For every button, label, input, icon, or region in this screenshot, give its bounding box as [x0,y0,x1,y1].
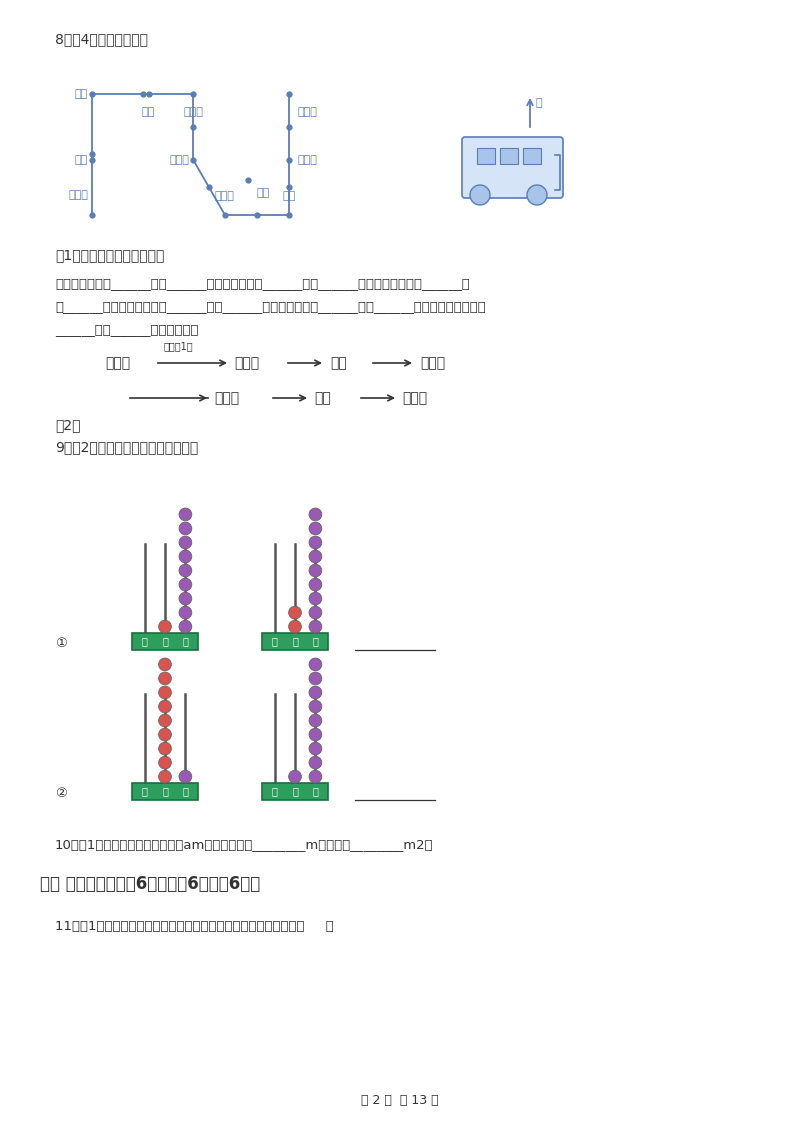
Circle shape [158,686,171,698]
Text: 百: 百 [142,636,147,646]
Text: 商城: 商城 [282,191,296,201]
Bar [262,783,328,800]
Circle shape [309,564,322,577]
Circle shape [309,537,322,549]
Text: 图书馆: 图书馆 [420,355,445,370]
Text: 百: 百 [272,636,278,646]
Circle shape [158,770,171,783]
Text: 火车站: 火车站 [105,355,130,370]
FancyBboxPatch shape [462,137,563,198]
Circle shape [158,620,171,633]
Circle shape [158,728,171,741]
Circle shape [309,508,322,521]
Text: 电影院: 电影院 [297,155,317,165]
Circle shape [527,185,547,205]
Text: 体育馆: 体育馆 [214,391,239,405]
Text: 广场: 广场 [256,188,270,198]
Text: ①: ① [55,637,67,650]
Circle shape [309,620,322,633]
Circle shape [309,700,322,713]
Circle shape [179,592,192,604]
Text: 银行: 银行 [314,391,330,405]
Circle shape [470,185,490,205]
Bar [523,148,541,164]
Text: 二、 我会判断．（共6分）（共6题；共6分）: 二、 我会判断．（共6分）（共6题；共6分） [40,875,260,893]
Bar [262,633,328,650]
Circle shape [179,508,192,521]
Text: 北: 北 [535,98,542,108]
Text: 图书馆: 图书馆 [214,191,234,201]
Circle shape [309,756,322,769]
Bar [132,633,198,650]
Bar [477,148,495,164]
Text: 第 2 页  共 13 页: 第 2 页 共 13 页 [361,1094,439,1106]
Text: 体育馆: 体育馆 [183,106,203,117]
Circle shape [179,578,192,591]
Circle shape [309,592,322,604]
Text: 驶______站到图书馆，再向______行驶______到商城，然后向______行驶______站到电影院，最后向: 驶______站到图书馆，再向______行驶______到商城，然后向____… [55,300,486,314]
Circle shape [309,686,322,698]
Text: 十: 十 [162,636,168,646]
Circle shape [309,770,322,783]
Circle shape [158,672,171,685]
Text: 十: 十 [162,787,168,797]
Circle shape [179,522,192,534]
Text: 个: 个 [313,787,318,797]
Text: 个: 个 [182,636,188,646]
Text: 火车站: 火车站 [297,106,317,117]
Text: ______行驶______站到火车站。: ______行驶______站到火车站。 [55,323,198,336]
Text: 11．（1分）如图，老鼠在蛇的西北方向，蛇在老鼠的东南方向。（     ）: 11．（1分）如图，老鼠在蛇的西北方向，蛇在老鼠的东南方向。（ ） [55,920,334,933]
Circle shape [179,550,192,563]
Text: 百: 百 [142,787,147,797]
Text: 文化路: 文化路 [170,155,190,165]
Circle shape [309,550,322,563]
Circle shape [158,700,171,713]
Circle shape [158,756,171,769]
Text: 银行: 银行 [75,88,88,98]
Text: 10．（1分）一个正方形，边长是am，它的周长是________m，面积是________m2。: 10．（1分）一个正方形，边长是am，它的周长是________m，面积是___… [55,838,434,851]
Text: 动物园: 动物园 [402,391,427,405]
Circle shape [179,620,192,633]
Circle shape [179,607,192,619]
Text: 从动物园出发向______行驶______站到银行，再向______行驶______站到体育馆，再向______行: 从动物园出发向______行驶______站到银行，再向______行驶____… [55,277,470,290]
Circle shape [179,770,192,783]
Text: 公园: 公园 [142,106,155,117]
Text: 个: 个 [313,636,318,646]
Circle shape [158,714,171,727]
Circle shape [179,564,192,577]
Text: 十: 十 [292,787,298,797]
Bar [132,783,198,800]
Circle shape [158,743,171,755]
Circle shape [309,522,322,534]
Circle shape [289,620,302,633]
Text: ②: ② [55,787,67,800]
Text: 8．（4分）认识路线。: 8．（4分）认识路线。 [55,32,148,46]
Circle shape [289,770,302,783]
Text: 百: 百 [272,787,278,797]
Circle shape [309,672,322,685]
Circle shape [309,578,322,591]
Text: 商城: 商城 [330,355,346,370]
Circle shape [309,714,322,727]
Text: 向北行1站: 向北行1站 [163,341,193,351]
Circle shape [289,607,302,619]
Bar [500,148,518,164]
Circle shape [309,658,322,671]
Text: 电影院: 电影院 [234,355,259,370]
Text: 动物园: 动物园 [68,190,88,200]
Text: 个: 个 [182,787,188,797]
Text: （1）先说一说，再写下来。: （1）先说一说，再写下来。 [55,248,164,261]
Circle shape [309,728,322,741]
Circle shape [158,658,171,671]
Text: 医院: 医院 [75,155,88,165]
Text: 十: 十 [292,636,298,646]
Circle shape [309,607,322,619]
Text: 9．（2分）看图写数，并比较大小。: 9．（2分）看图写数，并比较大小。 [55,440,198,454]
Text: （2）: （2） [55,418,81,432]
Circle shape [309,743,322,755]
Circle shape [179,537,192,549]
